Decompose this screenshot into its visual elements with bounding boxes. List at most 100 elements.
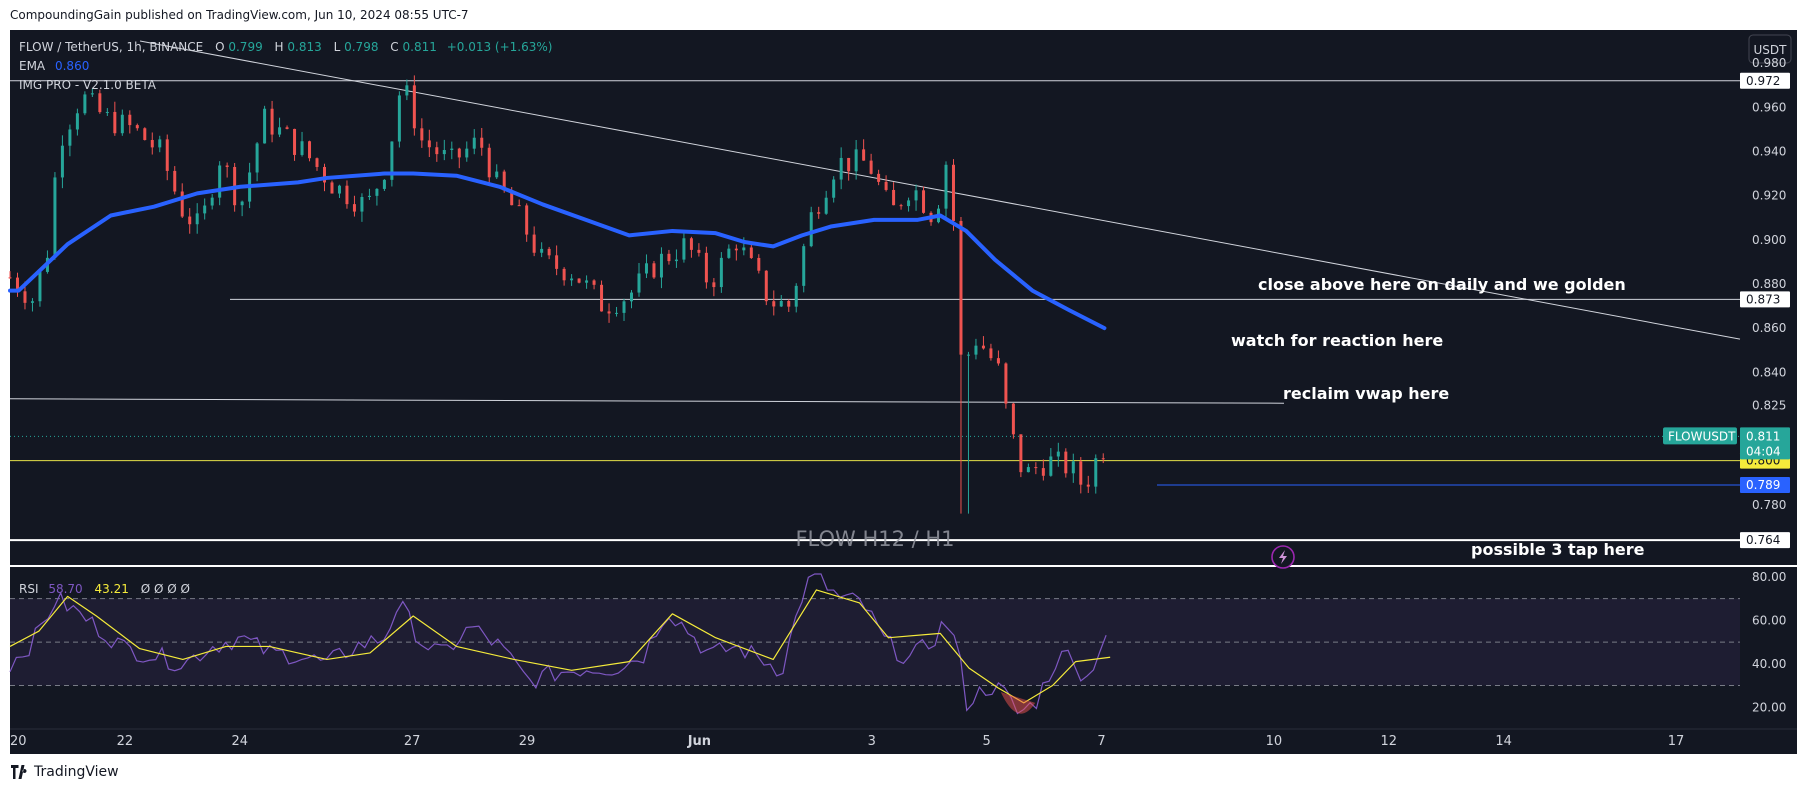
time-axis-tick: 20: [10, 734, 27, 749]
candle-body: [787, 300, 791, 307]
candle-body: [577, 278, 581, 283]
candle-body: [270, 108, 274, 135]
legend-open-label: O: [215, 40, 224, 54]
time-axis-tick: 27: [404, 734, 421, 749]
candle-body: [892, 189, 896, 206]
legend-symbol[interactable]: FLOW / TetherUS, 1h, BINANCE: [19, 40, 203, 54]
candle-body: [450, 148, 454, 151]
candle-body: [427, 140, 431, 148]
candle-body: [135, 125, 139, 129]
candle-body: [68, 129, 72, 146]
time-axis-tick: 29: [519, 734, 536, 749]
candle-body: [1049, 456, 1053, 476]
candle-body: [397, 95, 401, 142]
annotation-golden[interactable]: close above here on daily and we golden: [1258, 275, 1626, 294]
candle-body: [1071, 461, 1075, 474]
candle-body: [210, 197, 214, 206]
candle-body: [540, 248, 544, 253]
candle-body: [1034, 467, 1038, 469]
candle-body: [300, 141, 304, 155]
candle-body: [532, 234, 536, 253]
candle-body: [143, 128, 147, 140]
lightning-icon: [1279, 550, 1287, 564]
legend-close-value: 0.811: [403, 40, 437, 54]
legend-ema-label: EMA: [19, 59, 46, 73]
candle-body: [53, 177, 57, 258]
candle-body: [128, 114, 132, 126]
price-axis-tick: 0.920: [1752, 189, 1786, 203]
candle-body: [487, 147, 491, 178]
candle-body: [944, 164, 948, 209]
candle-body: [472, 137, 476, 149]
legend-high-label: H: [275, 40, 284, 54]
price-axis-tick: 0.860: [1752, 321, 1786, 335]
candle-body: [105, 111, 109, 113]
candle-body: [839, 157, 843, 180]
candle-body: [360, 197, 364, 212]
currency-label: USDT: [1754, 43, 1788, 57]
candle-body: [263, 108, 267, 144]
rsi-oversold-fill: [1000, 692, 1036, 714]
legend-rsi-label: RSI: [19, 582, 39, 596]
candle-body: [854, 149, 858, 172]
rsi-axis-tick: 80.00: [1752, 570, 1786, 584]
candle-body: [862, 149, 866, 161]
candle-body: [23, 291, 27, 303]
candle-body: [502, 171, 506, 191]
price-axis-tick: 0.780: [1752, 498, 1786, 512]
candle-body: [150, 139, 154, 148]
candle-body: [1079, 461, 1083, 485]
price-axis-tick: 0.840: [1752, 365, 1786, 379]
annotation-tap[interactable]: possible 3 tap here: [1471, 540, 1645, 559]
candle-body: [405, 85, 409, 96]
candle-body: [824, 197, 828, 214]
candle-body: [1094, 458, 1098, 487]
legend-change-value: +0.013 (+1.63%): [447, 40, 553, 54]
candle-body: [15, 277, 19, 292]
legend-indicator[interactable]: IMG PRO - V2.1.0 BETA: [19, 78, 157, 92]
candle-body: [90, 93, 94, 95]
candle-body: [719, 257, 723, 288]
candle-body: [8, 277, 12, 279]
candle-body: [308, 141, 312, 159]
rsi-axis-tick: 20.00: [1752, 700, 1786, 714]
brand-footer[interactable]: TradingView: [10, 764, 119, 780]
candle-body: [1011, 403, 1015, 435]
candle-body: [809, 212, 813, 247]
candle-body: [173, 170, 177, 192]
candle-body: [764, 270, 768, 302]
candle-body: [607, 311, 611, 314]
symbol-tag-text: FLOWUSDT: [1668, 429, 1736, 443]
candle-body: [285, 127, 289, 129]
symbol-tag[interactable]: [1663, 427, 1737, 445]
candle-body: [120, 114, 124, 134]
candle-body: [375, 188, 379, 196]
annotation-reaction[interactable]: watch for reaction here: [1231, 331, 1443, 350]
annotation-vwap[interactable]: reclaim vwap here: [1283, 384, 1449, 403]
candle-body: [465, 148, 469, 158]
price-tag-tap-level: [1740, 532, 1790, 549]
rsi-axis-tick: 40.00: [1752, 657, 1786, 671]
candle-body: [907, 200, 911, 207]
legend-ema[interactable]: EMA 0.860: [19, 59, 89, 73]
candle-body: [525, 205, 529, 235]
candle-body: [817, 212, 821, 214]
candle-body: [420, 128, 424, 141]
chart-watermark: FLOW H12 / H1: [795, 527, 954, 551]
candle-body: [981, 345, 985, 349]
candle-body: [180, 191, 184, 217]
legend-high-value: 0.813: [287, 40, 321, 54]
candle-body: [712, 282, 716, 288]
legend-rsi[interactable]: RSI 58.70 43.21 Ø Ø Ø Ø: [19, 582, 190, 596]
rsi-line: [9, 573, 1107, 715]
candle-body: [98, 93, 102, 113]
time-axis-tick: 17: [1668, 734, 1685, 749]
ema-line: [8, 171, 1107, 331]
candle-body: [847, 157, 851, 172]
candle-body: [772, 301, 776, 307]
price-tag-daily-level: [1740, 291, 1790, 308]
currency-box[interactable]: [1748, 34, 1792, 64]
countdown-value: 04:04: [1746, 444, 1781, 458]
candle-body: [644, 263, 648, 274]
